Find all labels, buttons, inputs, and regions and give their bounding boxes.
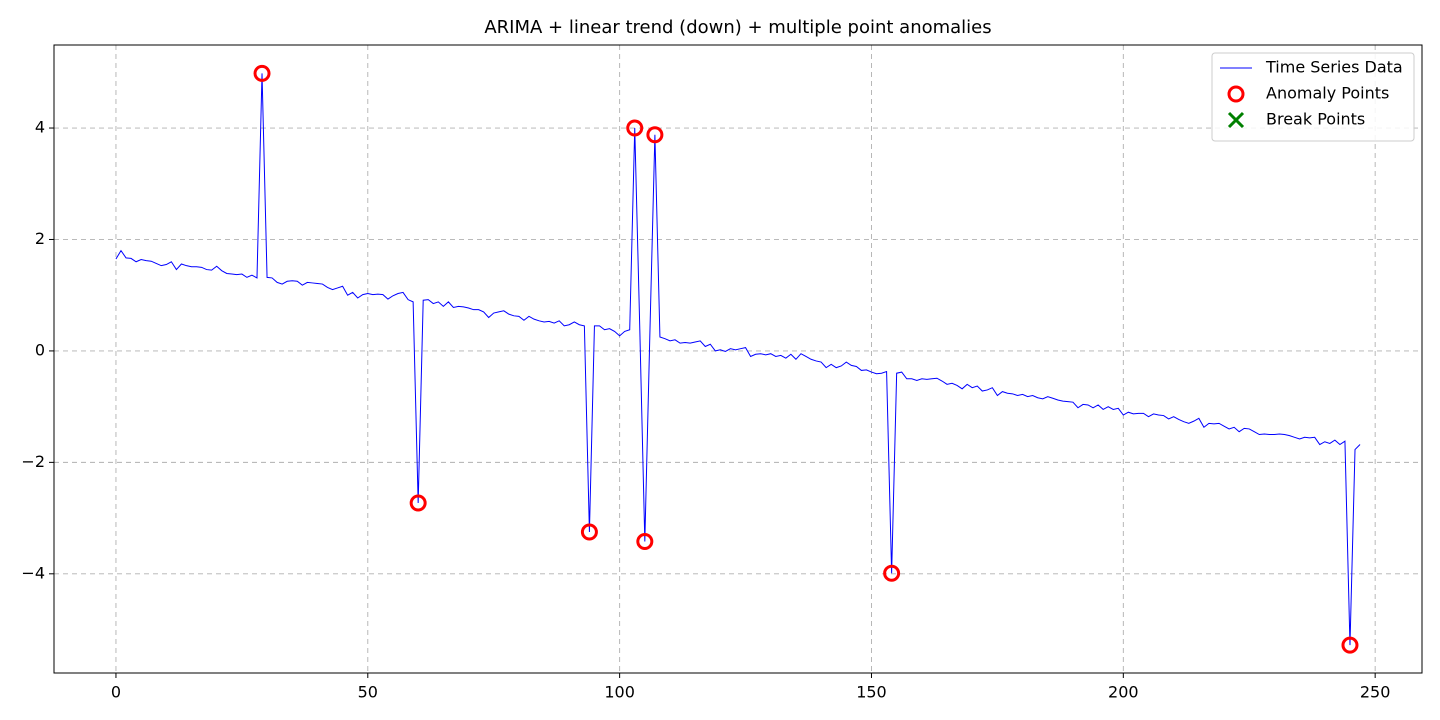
anomaly-marker xyxy=(883,564,901,582)
anomaly-marker xyxy=(1341,636,1359,654)
x-tick-label: 50 xyxy=(358,683,378,702)
chart-title: ARIMA + linear trend (down) + multiple p… xyxy=(484,17,991,38)
legend-label: Break Points xyxy=(1266,110,1365,129)
legend-label: Anomaly Points xyxy=(1266,84,1389,103)
y-tick-label: 0 xyxy=(35,340,45,359)
plot-frame xyxy=(53,44,1423,674)
x-tick-label: 100 xyxy=(604,683,635,702)
x-tick-label: 200 xyxy=(1108,683,1139,702)
anomaly-marker xyxy=(626,119,644,137)
series-line xyxy=(115,73,1361,646)
legend-label: Time Series Data xyxy=(1265,58,1403,77)
y-tick-label: 4 xyxy=(35,118,45,137)
anomaly-marker xyxy=(646,126,664,144)
anomaly-marker xyxy=(580,523,598,541)
anomaly-marker xyxy=(636,532,654,550)
anomaly-marker xyxy=(409,494,427,512)
y-tick-label: −2 xyxy=(21,452,45,471)
x-stroke xyxy=(1227,111,1245,129)
x-marker xyxy=(1227,111,1245,129)
y-tick-label: −4 xyxy=(21,563,45,582)
x-tick-label: 150 xyxy=(856,683,887,702)
x-tick-label: 0 xyxy=(111,683,121,702)
anomaly-marker xyxy=(253,64,271,82)
anomaly-marker xyxy=(1227,85,1245,103)
y-tick-label: 2 xyxy=(35,229,45,248)
legend-box xyxy=(1211,52,1415,142)
x-tick-label: 250 xyxy=(1360,683,1391,702)
